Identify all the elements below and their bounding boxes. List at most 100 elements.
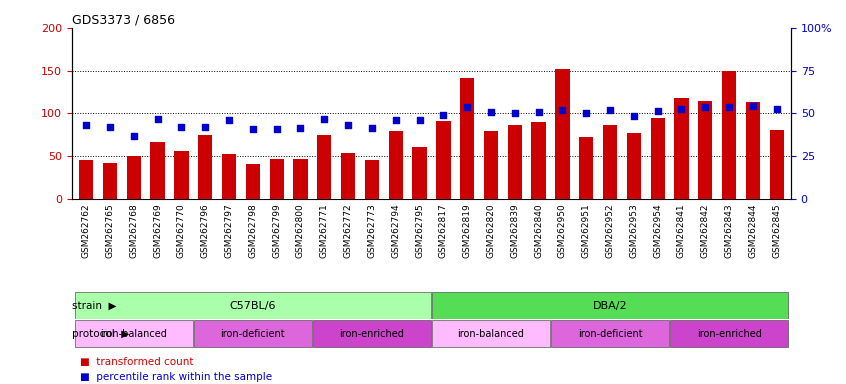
Text: GSM262765: GSM262765 — [106, 204, 114, 258]
Text: C57BL/6: C57BL/6 — [229, 301, 276, 311]
Text: GSM262798: GSM262798 — [249, 204, 257, 258]
Point — [151, 116, 164, 122]
Point — [413, 117, 426, 123]
Text: GSM262840: GSM262840 — [534, 204, 543, 258]
Point — [437, 112, 450, 118]
Bar — [627, 133, 641, 199]
Text: iron-enriched: iron-enriched — [339, 329, 404, 339]
Text: GSM262772: GSM262772 — [343, 204, 353, 258]
Text: GSM262953: GSM262953 — [629, 204, 639, 258]
Bar — [317, 135, 332, 199]
Text: GSM262951: GSM262951 — [582, 204, 591, 258]
Text: GSM262799: GSM262799 — [272, 204, 281, 258]
Point — [603, 107, 617, 113]
Point — [580, 109, 593, 116]
Text: GSM262770: GSM262770 — [177, 204, 186, 258]
Text: GSM262950: GSM262950 — [558, 204, 567, 258]
Text: GSM262841: GSM262841 — [677, 204, 686, 258]
Bar — [460, 78, 475, 199]
Point — [389, 117, 403, 123]
Bar — [431, 320, 550, 347]
Point — [365, 125, 379, 131]
Point — [770, 106, 783, 112]
Text: GSM262771: GSM262771 — [320, 204, 329, 258]
Bar — [198, 135, 212, 199]
Text: GSM262952: GSM262952 — [606, 204, 614, 258]
Text: iron-balanced: iron-balanced — [458, 329, 525, 339]
Text: GSM262839: GSM262839 — [510, 204, 519, 258]
Text: ■  transformed count: ■ transformed count — [80, 357, 194, 367]
Text: strain  ▶: strain ▶ — [73, 301, 117, 311]
Bar — [670, 320, 788, 347]
Point — [460, 104, 474, 111]
Bar — [555, 69, 569, 199]
Point — [174, 124, 188, 130]
Bar — [341, 153, 355, 199]
Text: DBA/2: DBA/2 — [593, 301, 628, 311]
Text: GSM262954: GSM262954 — [653, 204, 662, 258]
Text: iron-balanced: iron-balanced — [101, 329, 168, 339]
Text: GSM262769: GSM262769 — [153, 204, 162, 258]
Text: iron-deficient: iron-deficient — [578, 329, 642, 339]
Point — [246, 126, 260, 132]
Bar — [294, 159, 308, 199]
Bar — [74, 292, 431, 319]
Bar — [270, 159, 283, 199]
Point — [675, 106, 689, 112]
Bar — [222, 154, 236, 199]
Bar — [151, 142, 165, 199]
Point — [651, 108, 664, 114]
Bar — [674, 98, 689, 199]
Text: GSM262844: GSM262844 — [749, 204, 757, 258]
Text: GSM262819: GSM262819 — [463, 204, 472, 258]
Bar — [388, 131, 403, 199]
Bar — [698, 101, 712, 199]
Text: GSM262820: GSM262820 — [486, 204, 496, 258]
Point — [341, 122, 354, 129]
Bar — [770, 130, 784, 199]
Bar — [508, 124, 522, 199]
Bar — [746, 103, 760, 199]
Text: iron-enriched: iron-enriched — [696, 329, 761, 339]
Bar — [74, 320, 193, 347]
Text: GSM262843: GSM262843 — [725, 204, 733, 258]
Text: GSM262795: GSM262795 — [415, 204, 424, 258]
Point — [532, 109, 546, 115]
Text: GSM262773: GSM262773 — [367, 204, 376, 258]
Text: GSM262842: GSM262842 — [700, 204, 710, 258]
Point — [103, 124, 117, 130]
Text: protocol  ▶: protocol ▶ — [73, 329, 129, 339]
Bar — [603, 124, 618, 199]
Bar — [431, 292, 788, 319]
Text: GSM262845: GSM262845 — [772, 204, 781, 258]
Text: GSM262800: GSM262800 — [296, 204, 305, 258]
Point — [222, 117, 236, 123]
Bar — [313, 320, 431, 347]
Text: GDS3373 / 6856: GDS3373 / 6856 — [72, 14, 175, 27]
Point — [127, 132, 140, 139]
Bar — [551, 320, 669, 347]
Bar — [174, 151, 189, 199]
Text: GSM262817: GSM262817 — [439, 204, 448, 258]
Point — [317, 116, 331, 122]
Bar — [722, 71, 736, 199]
Bar — [531, 122, 546, 199]
Bar — [484, 131, 498, 199]
Bar — [103, 163, 117, 199]
Bar — [79, 160, 93, 199]
Point — [508, 111, 522, 117]
Bar — [437, 121, 451, 199]
Point — [699, 104, 712, 110]
Point — [722, 104, 736, 111]
Text: GSM262796: GSM262796 — [201, 204, 210, 258]
Point — [627, 113, 640, 119]
Point — [746, 103, 760, 109]
Text: GSM262768: GSM262768 — [129, 204, 138, 258]
Point — [199, 124, 212, 130]
Point — [80, 122, 93, 129]
Point — [484, 109, 497, 115]
Text: GSM262762: GSM262762 — [82, 204, 91, 258]
Text: iron-deficient: iron-deficient — [221, 329, 285, 339]
Bar — [365, 160, 379, 199]
Bar — [651, 118, 665, 199]
